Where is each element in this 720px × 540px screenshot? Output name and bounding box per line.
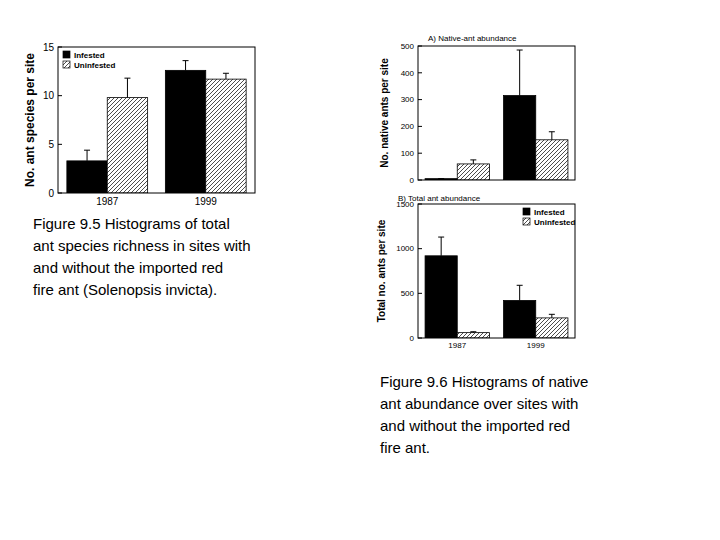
legend: InfestedUninfested [523,208,575,227]
page: 0 5 10 15 1987 1999 No. ant species per site In… [0,0,720,540]
y-tick [418,204,422,205]
y-tick-label: 0 [48,188,54,199]
y-axis-label: No. ant species per site [23,53,37,187]
marks [425,50,568,180]
error-bar [438,178,444,179]
y-tick-label: 1000 [396,244,414,253]
bar [206,79,246,193]
chart: 05001000150019871999Total no. ants per s… [376,194,575,350]
error-bar [84,150,90,161]
y-tick [418,338,422,339]
y-tick [58,47,62,48]
error-bar [438,237,444,256]
y-tick [58,193,62,194]
bar [536,318,568,338]
caption-line: Figure 9.5 Histograms of total [33,215,230,232]
x-tick-label: 1999 [195,196,218,207]
marks [67,61,246,193]
bar [425,256,457,338]
bar [67,161,107,193]
chart: 0 5 10 15 1987 1999 No. ant species per site In… [23,42,255,208]
y-tick [418,99,422,100]
y-tick [418,46,422,47]
y-tick-label: 100 [401,149,415,158]
marks [425,237,568,338]
y-tick [418,72,422,73]
plot-frame [58,47,255,193]
y-tick-label: 300 [401,95,415,104]
y-tick-label: 5 [48,139,54,150]
chart: 0 100 200 300 400 500 No. native ants per site… [379,34,575,185]
error-bar [124,78,130,97]
legend-label: Infested [74,51,105,60]
y-tick-label: 200 [401,122,415,131]
x-tick-label: 1987 [96,196,119,207]
y-axis-label: Total no. ants per site [376,219,387,322]
legend-swatch [523,218,530,225]
legend: InfestedUninfested [63,51,115,70]
legend-label: Uninfested [74,61,115,70]
error-bar [470,331,476,333]
error-bar [549,132,555,140]
bar [504,96,536,180]
error-bar [183,61,189,71]
caption-line: ant abundance over sites with [380,395,578,412]
y-tick-label: 400 [401,69,415,78]
caption-line: fire ant. [380,439,430,456]
y-axis-label: No. native ants per site [379,58,390,168]
y-tick [418,248,422,249]
error-bar [470,160,476,164]
bar [504,300,536,338]
error-bar [223,73,229,79]
y-tick [418,153,422,154]
y-tick [58,144,62,145]
caption-line: fire ant (Solenopsis invicta). [33,281,217,298]
y-tick [418,293,422,294]
y-tick-label: 10 [43,90,55,101]
legend-label: Infested [534,208,565,217]
y-tick-label: 15 [43,42,55,53]
error-bar [549,314,555,318]
y-tick-label: 500 [401,42,415,51]
chart-title: A) Native-ant abundance [428,34,517,43]
plot-frame [418,204,575,338]
legend-label: Uninfested [534,218,575,227]
bar [536,140,568,180]
error-bar [517,285,523,300]
y-tick [418,126,422,127]
y-tick-label: 0 [410,334,415,343]
bar [107,98,147,193]
bar [457,333,489,338]
legend-swatch [523,208,530,215]
bar [165,70,205,193]
chart-title: B) Total ant abundance [398,194,481,203]
x-tick-label: 1999 [527,341,545,350]
y-tick-label: 0 [410,176,415,185]
caption-line: and without the imported red [380,417,570,434]
legend-swatch [63,61,70,68]
caption-line: and without the imported red [33,259,223,276]
error-bar [517,50,523,96]
y-tick-label: 500 [401,289,415,298]
y-tick [58,95,62,96]
legend-swatch [63,51,70,58]
caption-line: ant species richness in sites with [33,237,251,254]
plot-frame [418,46,575,180]
bar [457,164,489,180]
x-tick-label: 1987 [448,341,466,350]
y-tick [418,180,422,181]
caption-line: Figure 9.6 Histograms of native [380,373,588,390]
